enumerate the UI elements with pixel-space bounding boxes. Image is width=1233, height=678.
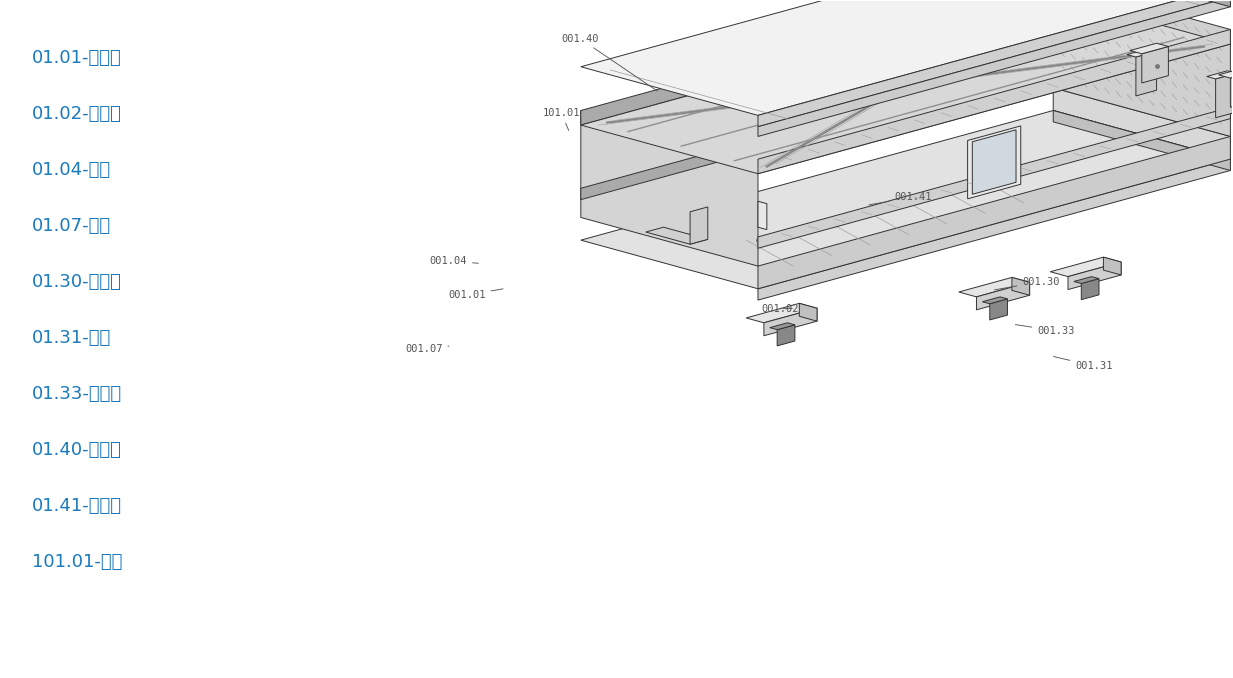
Polygon shape <box>769 323 795 330</box>
Polygon shape <box>1104 257 1121 275</box>
Text: 01.02-后横梁: 01.02-后横梁 <box>32 104 122 123</box>
Polygon shape <box>758 29 1231 174</box>
Text: 001.02: 001.02 <box>762 304 799 314</box>
Polygon shape <box>1012 277 1030 295</box>
Polygon shape <box>1142 47 1169 83</box>
Polygon shape <box>1207 71 1233 79</box>
Polygon shape <box>581 0 1231 115</box>
Polygon shape <box>581 0 1053 125</box>
Text: 001.30: 001.30 <box>995 277 1060 290</box>
Polygon shape <box>1053 0 1231 136</box>
Polygon shape <box>581 0 1231 174</box>
Polygon shape <box>1218 68 1233 78</box>
Text: 001.31: 001.31 <box>1053 357 1113 371</box>
Polygon shape <box>646 227 708 244</box>
Text: 001.04: 001.04 <box>429 256 478 266</box>
Text: 01.07-把手: 01.07-把手 <box>32 217 111 235</box>
Text: 01.40-上盖板: 01.40-上盖板 <box>32 441 122 459</box>
Polygon shape <box>977 282 1030 310</box>
Polygon shape <box>1231 71 1233 107</box>
Polygon shape <box>973 129 1016 195</box>
Polygon shape <box>1129 43 1169 54</box>
Polygon shape <box>990 299 1007 320</box>
Polygon shape <box>1081 279 1099 300</box>
Text: 001.01: 001.01 <box>448 289 503 300</box>
Polygon shape <box>799 303 817 321</box>
Polygon shape <box>983 297 1007 304</box>
Text: 01.41-下盖板: 01.41-下盖板 <box>32 497 122 515</box>
Text: 101.01-底脚: 101.01-底脚 <box>32 553 122 571</box>
Polygon shape <box>1216 73 1233 118</box>
Polygon shape <box>581 111 1231 289</box>
Text: 001.40: 001.40 <box>561 33 657 91</box>
Polygon shape <box>777 325 795 346</box>
Polygon shape <box>1127 49 1157 57</box>
Text: 001.33: 001.33 <box>1015 325 1075 336</box>
Polygon shape <box>1053 111 1231 170</box>
Text: 001.41: 001.41 <box>869 192 932 205</box>
Text: 01.30-侧插板: 01.30-侧插板 <box>32 273 122 291</box>
Text: 001.07: 001.07 <box>404 344 449 354</box>
Polygon shape <box>1136 52 1157 96</box>
Polygon shape <box>690 207 708 244</box>
Polygon shape <box>764 308 817 336</box>
Polygon shape <box>758 201 767 230</box>
Polygon shape <box>1051 257 1121 277</box>
Text: 01.31-后脚: 01.31-后脚 <box>32 329 111 347</box>
Polygon shape <box>758 136 1231 289</box>
Polygon shape <box>959 277 1030 297</box>
Polygon shape <box>581 111 758 266</box>
Polygon shape <box>968 126 1021 199</box>
Polygon shape <box>758 0 1231 136</box>
Text: 01.33-后压板: 01.33-后压板 <box>32 385 122 403</box>
Polygon shape <box>758 107 1231 248</box>
Text: 101.01: 101.01 <box>543 108 581 130</box>
Polygon shape <box>1053 0 1231 7</box>
Polygon shape <box>758 0 1231 127</box>
Polygon shape <box>1053 88 1231 159</box>
Polygon shape <box>1074 277 1099 283</box>
Polygon shape <box>1068 262 1121 290</box>
Polygon shape <box>581 59 1053 199</box>
Text: 01.04-侧板: 01.04-侧板 <box>32 161 111 179</box>
Polygon shape <box>758 159 1231 300</box>
Polygon shape <box>746 303 817 323</box>
Text: 01.01-前横梁: 01.01-前横梁 <box>32 49 122 66</box>
